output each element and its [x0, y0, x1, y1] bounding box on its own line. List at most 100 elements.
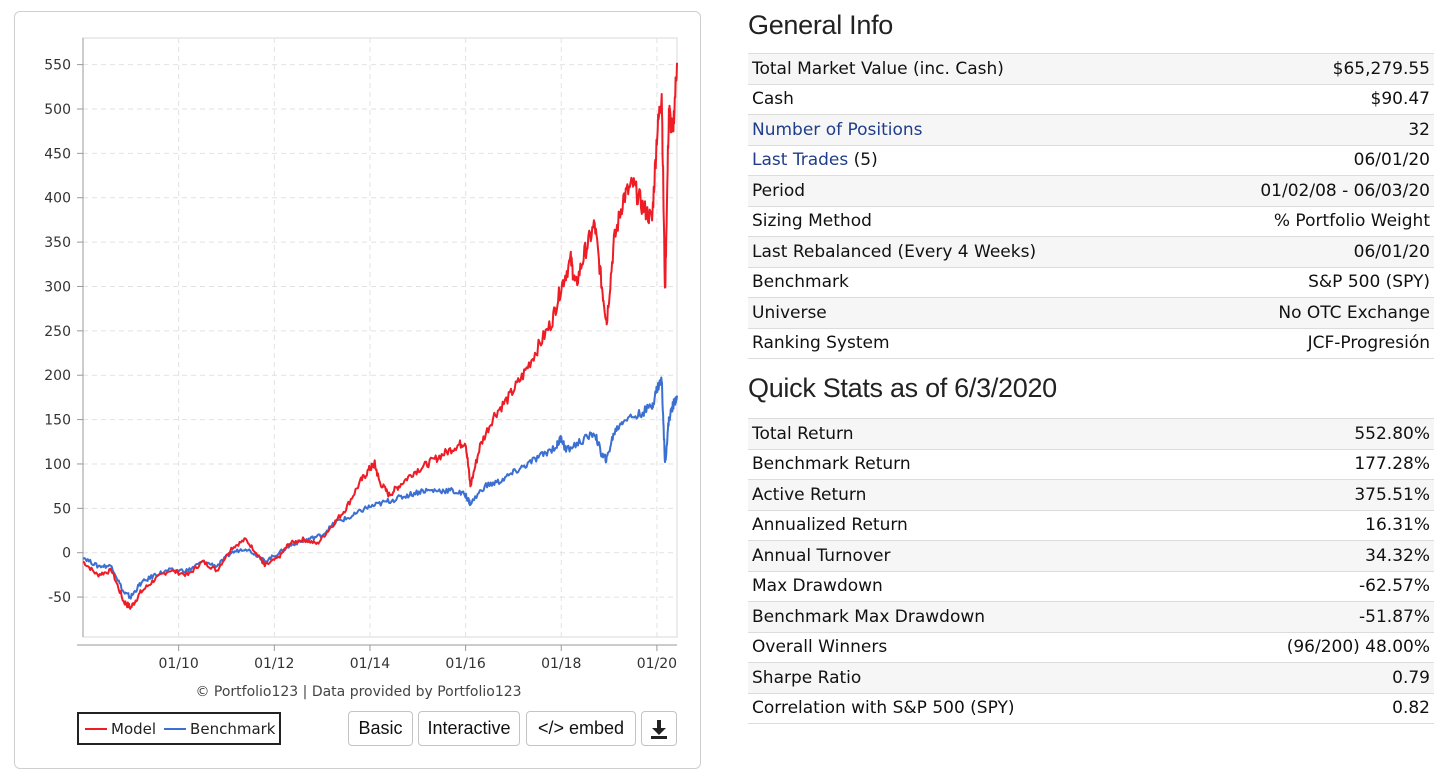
performance-chart: 550500450400350300250200150100500-5001/1…: [44, 37, 678, 672]
info-value: 01/02/08 - 06/03/20: [1174, 175, 1434, 207]
info-label: Overall Winners: [748, 632, 1188, 663]
info-row-total-market-value-inc-cash: Total Market Value (inc. Cash) $65,279.55: [748, 53, 1434, 85]
chart-credit: © Portfolio123 | Data provided by Portfo…: [195, 684, 522, 700]
info-label: Total Market Value (inc. Cash): [748, 53, 1175, 85]
info-label: Correlation with S&P 500 (SPY): [748, 693, 1188, 724]
x-tick-label: 01/16: [445, 656, 485, 672]
x-tick-label: 01/18: [541, 656, 581, 672]
x-tick-label: 01/12: [254, 656, 294, 672]
info-label-text: Total Return: [752, 423, 854, 444]
legend-swatch-model: [85, 727, 107, 730]
info-row-universe: Universe No OTC Exchange: [748, 297, 1434, 329]
info-row-benchmark-return: Benchmark Return 177.28%: [748, 449, 1434, 480]
info-value: 16.31%: [1187, 510, 1434, 541]
info-value: 34.32%: [1187, 540, 1434, 572]
x-tick-label: 01/10: [158, 656, 198, 672]
info-value: (96/200) 48.00%: [1187, 632, 1434, 663]
y-tick-label: 200: [44, 368, 71, 384]
info-value: No OTC Exchange: [1174, 297, 1434, 329]
info-value: $65,279.55: [1174, 53, 1434, 85]
info-label-text: Max Drawdown: [752, 576, 883, 597]
info-value: 06/01/20: [1174, 236, 1434, 268]
chart-legend: Model Benchmark: [77, 712, 281, 745]
info-label: Universe: [748, 297, 1175, 329]
info-value[interactable]: 06/01/20: [1174, 145, 1434, 176]
y-tick-label: -50: [48, 590, 71, 606]
plot-area: [82, 37, 678, 638]
info-value: $90.47: [1174, 84, 1434, 115]
interactive-button[interactable]: Interactive: [418, 711, 520, 746]
y-tick-label: 400: [44, 191, 71, 207]
info-label-text: Benchmark: [752, 272, 849, 293]
info-row-correlation-with-s-p-500-spy: Correlation with S&P 500 (SPY) 0.82: [748, 693, 1434, 724]
info-label-text[interactable]: Last Trades: [752, 150, 849, 171]
y-tick-label: 0: [62, 546, 71, 562]
info-label-text: Active Return: [752, 484, 867, 505]
info-label-text: Correlation with S&P 500 (SPY): [752, 698, 1015, 719]
y-tick-label: 300: [44, 279, 71, 295]
info-label: Active Return: [748, 479, 1188, 511]
x-tick-label: 01/20: [637, 656, 677, 672]
info-label[interactable]: Number of Positions: [748, 114, 1175, 146]
info-value: 0.82: [1187, 693, 1434, 724]
info-value[interactable]: 32: [1174, 114, 1434, 146]
legend-label-benchmark: Benchmark: [190, 719, 276, 738]
info-label-text: Period: [752, 180, 806, 201]
info-row-sizing-method: Sizing Method % Portfolio Weight: [748, 206, 1434, 237]
general-info-table: Total Market Value (inc. Cash) $65,279.55…: [748, 53, 1434, 359]
info-label: Cash: [748, 84, 1175, 115]
info-row-ranking-system[interactable]: Ranking System JCF-Progresión: [748, 328, 1434, 359]
info-label: Benchmark: [748, 267, 1175, 298]
legend-label-model: Model: [111, 719, 157, 738]
info-label: Sizing Method: [748, 206, 1175, 237]
y-tick-label: 250: [44, 324, 71, 340]
y-tick-label: 150: [44, 413, 71, 429]
info-row-benchmark-max-drawdown: Benchmark Max Drawdown -51.87%: [748, 601, 1434, 633]
info-label: Annualized Return: [748, 510, 1188, 541]
download-icon: [651, 719, 667, 739]
info-value: 552.80%: [1187, 418, 1434, 450]
info-value: % Portfolio Weight: [1174, 206, 1434, 237]
info-label-text: Cash: [752, 89, 794, 110]
download-button[interactable]: [641, 711, 677, 746]
y-tick-label: 100: [44, 457, 71, 473]
y-tick-label: 50: [53, 501, 71, 517]
legend-swatch-benchmark: [164, 727, 187, 730]
general-info-title: General Info: [748, 10, 893, 40]
info-row-overall-winners: Overall Winners (96/200) 48.00%: [748, 632, 1434, 663]
info-label-text: Overall Winners: [752, 637, 888, 658]
info-row-number-of-positions[interactable]: Number of Positions 32: [748, 114, 1434, 146]
y-tick-label: 350: [44, 235, 71, 251]
info-value: -62.57%: [1187, 571, 1434, 602]
info-value[interactable]: JCF-Progresión: [1174, 328, 1434, 359]
info-row-active-return: Active Return 375.51%: [748, 479, 1434, 511]
y-tick-label: 450: [44, 146, 71, 162]
info-row-sharpe-ratio: Sharpe Ratio 0.79: [748, 662, 1434, 694]
embed-button[interactable]: </> embed: [526, 711, 636, 746]
quick-stats-table: Total Return 552.80% Benchmark Return 177.2…: [748, 418, 1434, 724]
info-label-text: Universe: [752, 302, 827, 323]
info-row-last-trades[interactable]: Last Trades (5) 06/01/20: [748, 145, 1434, 176]
info-label-text[interactable]: Number of Positions: [752, 119, 923, 140]
info-label-text: Benchmark Return: [752, 454, 911, 475]
info-row-benchmark: Benchmark S&P 500 (SPY): [748, 267, 1434, 298]
basic-button[interactable]: Basic: [348, 711, 413, 746]
info-label: Last Rebalanced (Every 4 Weeks): [748, 236, 1175, 268]
info-row-max-drawdown: Max Drawdown -62.57%: [748, 571, 1434, 602]
legend-item-model[interactable]: Model: [85, 720, 156, 738]
y-tick-label: 500: [44, 102, 71, 118]
info-row-annualized-return: Annualized Return 16.31%: [748, 510, 1434, 541]
chart-panel: 550 500 450 400 350 300 250 200 150 100 50 0 -50 01/1…: [14, 11, 701, 769]
info-label-text: Total Market Value (inc. Cash): [752, 58, 1004, 79]
info-label-text: Ranking System: [752, 333, 890, 354]
legend-item-benchmark[interactable]: Benchmark: [164, 720, 275, 738]
quick-stats-title: Quick Stats as of 6/3/2020: [748, 373, 1057, 403]
info-label[interactable]: Last Trades (5): [748, 145, 1175, 176]
info-label: Ranking System: [748, 328, 1175, 359]
info-row-last-rebalanced-every-4-weeks: Last Rebalanced (Every 4 Weeks) 06/01/20: [748, 236, 1434, 268]
right-panel: General Info Total Market Value (inc. Ca…: [748, 0, 1434, 724]
info-label: Max Drawdown: [748, 571, 1188, 602]
info-label: Benchmark Max Drawdown: [748, 601, 1188, 633]
info-value: S&P 500 (SPY): [1174, 267, 1434, 298]
info-label-suffix: (5): [853, 150, 878, 171]
